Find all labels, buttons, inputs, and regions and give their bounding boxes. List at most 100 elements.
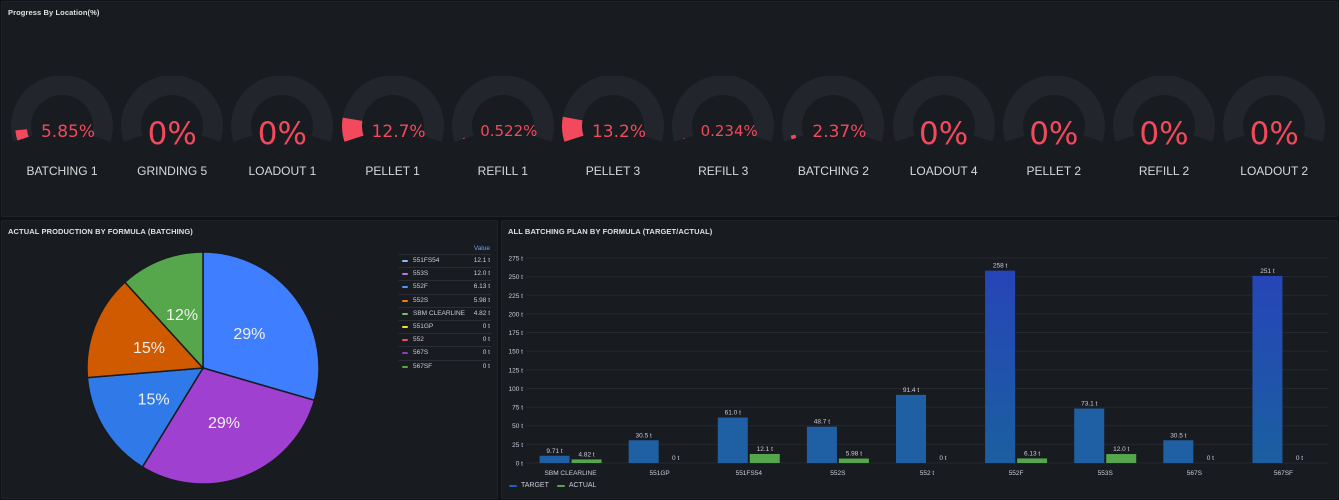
gauge-label[interactable]: PELLET 3 [585, 164, 641, 178]
legend-header-value[interactable]: Value [473, 245, 490, 252]
bar-target[interactable] [717, 417, 748, 463]
gauge-arc [451, 76, 554, 142]
gauge-pellet-2: 0% PELLET 2 [1002, 76, 1106, 186]
bar-legend: TARGET ACTUAL [509, 482, 596, 489]
bar-actual[interactable] [1106, 454, 1137, 463]
gauge-label[interactable]: LOADOUT 1 [248, 164, 317, 178]
panel-title[interactable]: Progress By Location(%) [8, 8, 100, 17]
gauge-label[interactable]: LOADOUT 2 [1240, 164, 1309, 178]
gauge-label[interactable]: BATCHING 1 [26, 164, 98, 178]
bar-actual-label: 12.0 t [1113, 446, 1129, 453]
bar-actual-label: 6.13 t [1024, 450, 1040, 457]
legend-label-target[interactable]: TARGET [521, 482, 549, 489]
x-category-label: 553S [1098, 470, 1114, 477]
gauge-value: 0.522% [480, 122, 538, 140]
bar-target-label: 251 t [1260, 268, 1275, 275]
gauge-value: 0% [1029, 116, 1079, 152]
legend-row-567s[interactable]: 567S 0 t [399, 346, 491, 359]
bar-actual[interactable] [571, 459, 602, 463]
legend-swatch [402, 352, 408, 355]
gauge-label[interactable]: REFILL 3 [698, 164, 749, 178]
legend-row-567sf[interactable]: 567SF 0 t [399, 359, 491, 373]
legend-row-551gp[interactable]: 551GP 0 t [399, 319, 491, 333]
pie-slice-552f[interactable] [86, 367, 205, 468]
gauge-value: 0% [1139, 116, 1189, 152]
gauge-arc [892, 76, 995, 142]
gauge-pellet-3: 13.2% PELLET 3 [561, 76, 665, 186]
gauge-label[interactable]: BATCHING 2 [797, 164, 869, 178]
gauge-label[interactable]: GRINDING 5 [137, 164, 208, 178]
legend-name: SBM CLEARLINE [413, 309, 466, 317]
gauge-label[interactable]: PELLET 1 [365, 164, 420, 178]
bar-actual[interactable] [1017, 458, 1048, 463]
gauge-loadout-2: 0% LOADOUT 2 [1222, 76, 1326, 186]
gauge-track [231, 76, 334, 142]
gauge-arc [782, 76, 885, 142]
gauge-arc [1223, 76, 1326, 142]
bar-actual-label: 0 t [939, 455, 946, 462]
bar-target[interactable] [806, 426, 837, 463]
y-tick-label: 25 t [512, 442, 523, 449]
gauge-track [1223, 76, 1326, 142]
gauge-pellet-1: 12.7% PELLET 1 [341, 76, 445, 186]
legend-value: 5.98 t [473, 296, 490, 304]
bar-target[interactable] [1163, 440, 1194, 463]
gauge-value-arc [562, 116, 584, 142]
legend-value: 12.0 t [473, 270, 490, 278]
legend-swatch [402, 312, 408, 315]
pie-slice-552s[interactable] [86, 281, 205, 379]
y-tick-label: 150 t [509, 349, 524, 356]
y-tick-label: 75 t [512, 405, 523, 412]
panel-title[interactable]: ALL BATCHING PLAN BY FORMULA (TARGET/ACT… [508, 227, 713, 236]
y-tick-label: 200 t [509, 311, 524, 318]
bar-target[interactable] [628, 440, 659, 463]
bar-target-label: 30.5 t [1170, 432, 1186, 439]
legend-name: 567S [413, 349, 429, 357]
legend-row-552s[interactable]: 552S 5.98 t [399, 293, 491, 307]
gauge-arc [562, 76, 664, 142]
legend-name: 551GP [413, 322, 434, 330]
y-tick-label: 225 t [509, 293, 524, 300]
gauge-label[interactable]: REFILL 2 [1138, 164, 1190, 178]
bar-actual-label: 0 t [672, 455, 679, 462]
bar-actual-label: 4.82 t [578, 451, 594, 458]
panel-title[interactable]: ACTUAL PRODUCTION BY FORMULA (BATCHING) [8, 227, 193, 236]
pie-slice-sbm-clearline[interactable] [123, 251, 204, 370]
legend-swatch-target [509, 484, 517, 487]
gauge-value: 0% [1249, 116, 1299, 152]
gauge-label[interactable]: LOADOUT 4 [909, 164, 978, 178]
gauge-refill-3: 0.234% REFILL 3 [671, 76, 775, 186]
legend-row-551fs54[interactable]: 551FS54 12.1 t [399, 254, 491, 267]
pie-slice-label: 15% [133, 340, 165, 357]
bar-target[interactable] [1252, 275, 1283, 463]
legend-swatch [402, 365, 408, 368]
bar-actual[interactable] [749, 453, 780, 463]
legend-row-552[interactable]: 552 0 t [399, 333, 491, 346]
y-tick-label: 50 t [512, 423, 523, 430]
gauge-value: 5.85% [40, 122, 95, 142]
gauge-label[interactable]: REFILL 1 [477, 164, 528, 178]
bar-target[interactable] [539, 455, 570, 463]
gauge-label[interactable]: PELLET 2 [1026, 164, 1082, 178]
legend-row-552f[interactable]: 552F 6.13 t [399, 280, 491, 293]
y-tick-label: 0 t [516, 461, 523, 468]
x-category-label: 552 t [920, 470, 935, 477]
bar-target[interactable] [1074, 408, 1105, 463]
gauge-track [1113, 76, 1215, 142]
legend-name: 553S [413, 270, 429, 278]
bar-target[interactable] [985, 270, 1016, 463]
bar-actual[interactable] [838, 458, 869, 463]
gauge-track [341, 76, 444, 142]
legend-value: 0 t [482, 322, 490, 330]
x-category-label: 567S [1187, 470, 1203, 477]
gauge-track [1002, 76, 1105, 142]
gauge-loadout-1: 0% LOADOUT 1 [230, 76, 334, 186]
legend-row-553s[interactable]: 553S 12.0 t [399, 267, 491, 280]
bar-target[interactable] [896, 394, 926, 463]
pie-slice-551fs54[interactable] [202, 251, 320, 402]
legend-row-sbm-clearline[interactable]: SBM CLEARLINE 4.82 t [399, 306, 491, 320]
legend-label-actual[interactable]: ACTUAL [568, 482, 597, 489]
bar-target-label: 48.7 t [814, 419, 830, 426]
y-tick-label: 100 t [509, 386, 524, 393]
gauge-value: 0% [147, 116, 197, 152]
